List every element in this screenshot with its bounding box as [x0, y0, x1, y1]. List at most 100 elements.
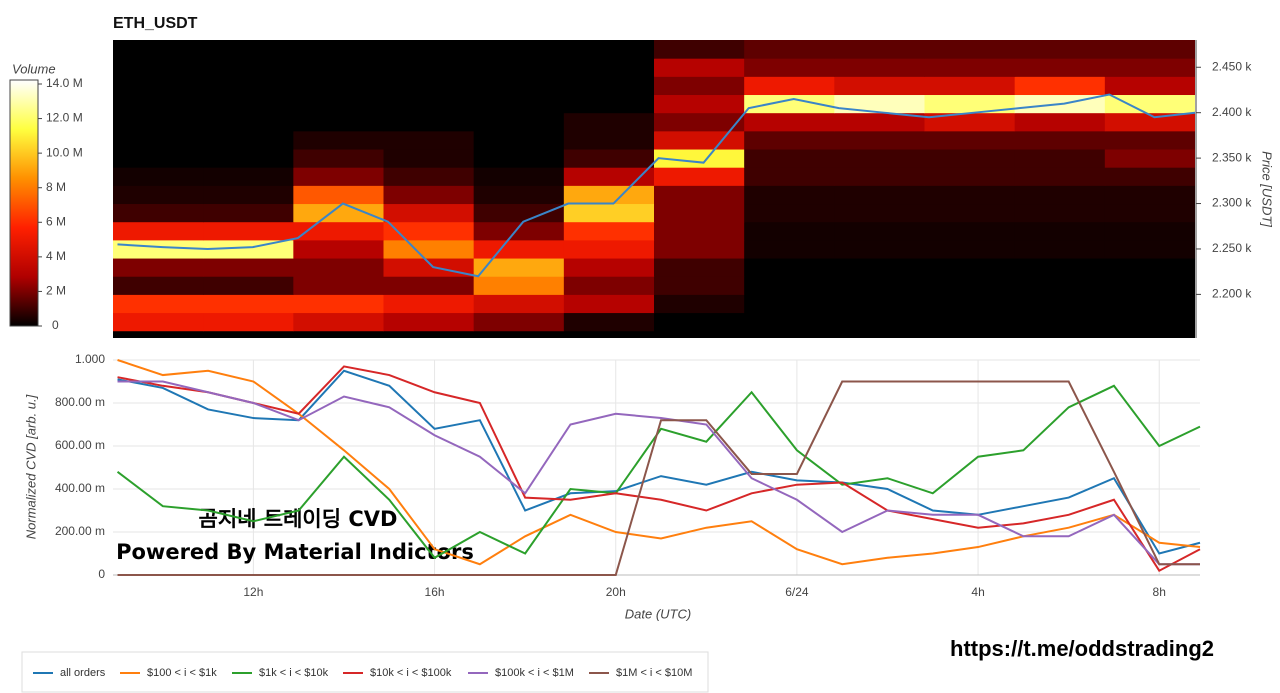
heatmap-cell	[1014, 312, 1106, 332]
heatmap-cell	[203, 276, 294, 295]
heatmap-cell	[473, 276, 565, 295]
heatmap-cell	[383, 312, 475, 332]
x-tick-label: 8h	[1153, 585, 1166, 599]
heatmap-cell	[203, 239, 294, 259]
heatmap-cell	[563, 40, 655, 59]
y-axis-label: Normalized CVD [arb. u.]	[23, 394, 38, 539]
legend-label: $100 < i < $1k	[147, 667, 217, 679]
heatmap-cell	[1104, 58, 1195, 77]
heatmap-cell	[654, 221, 745, 241]
colorbar-tick-label: 14.0 M	[46, 76, 83, 90]
colorbar	[9, 79, 39, 327]
heatmap-cell	[654, 276, 745, 295]
heatmap-cell	[1104, 40, 1195, 59]
heatmap-cell	[654, 149, 745, 168]
heatmap-cell	[924, 40, 1016, 59]
heatmap-cell	[924, 167, 1016, 186]
heatmap-cell	[744, 130, 835, 150]
series-line	[117, 380, 1200, 576]
y-tick-label: 2.400 k	[1212, 105, 1252, 119]
footer-link: https://t.me/oddstrading2	[950, 636, 1214, 661]
heatmap-cell	[1014, 40, 1106, 59]
heatmap-cell	[113, 112, 204, 132]
heatmap-cell	[834, 221, 925, 241]
heatmap-cell	[654, 239, 745, 259]
heatmap-cell	[924, 185, 1016, 205]
heatmap-cell	[1104, 94, 1195, 114]
heatmap-cell	[654, 40, 745, 59]
heatmap-cell	[293, 185, 384, 205]
heatmap-cell	[113, 185, 204, 205]
heatmap-cell	[1104, 130, 1195, 150]
colorbar-tick-label: 2 M	[46, 284, 66, 298]
heatmap-cell	[473, 185, 565, 205]
heatmap-cell	[744, 167, 835, 186]
colorbar-tick-label: 10.0 M	[46, 145, 83, 159]
heatmap-cell	[203, 167, 294, 186]
colorbar-tick-label: 6 M	[46, 214, 66, 228]
y-tick-label: 2.350 k	[1212, 150, 1252, 164]
heatmap-cell	[834, 167, 925, 186]
heatmap-cell	[834, 258, 925, 277]
heatmap-cell	[473, 40, 565, 59]
y-tick-label: 2.250 k	[1212, 241, 1252, 255]
heatmap-cell	[744, 312, 835, 332]
heatmap-cell	[563, 258, 655, 277]
heatmap-cell	[1104, 76, 1195, 96]
chart-title: ETH_USDT	[113, 15, 198, 32]
heatmap-cell	[744, 40, 835, 59]
heatmap-cell	[834, 294, 925, 314]
heatmap-cell	[293, 258, 384, 277]
heatmap-cell	[744, 239, 835, 259]
heatmap-cell	[1014, 221, 1106, 241]
heatmap-cell	[563, 58, 655, 77]
heatmap-cell	[1014, 76, 1106, 96]
heatmap-cell	[1014, 149, 1106, 168]
heatmap-cell	[834, 40, 925, 59]
series-line	[117, 365, 1201, 573]
heatmap-cell	[563, 221, 655, 241]
heatmap-cell	[834, 76, 925, 96]
heatmap-cell	[654, 167, 745, 186]
heatmap-cell	[744, 258, 835, 277]
colorbar-tick-label: 8 M	[46, 180, 66, 194]
heatmap-cell	[654, 258, 745, 277]
y-axis-label: Price [USDT]	[1260, 151, 1275, 227]
heatmap-cell	[744, 76, 835, 96]
x-tick-label: 6/24	[785, 585, 809, 599]
colorbar-tick-label: 12.0 M	[46, 111, 83, 125]
heatmap-cell	[834, 130, 925, 150]
heatmap-cell	[834, 239, 925, 259]
price-line	[117, 93, 1195, 278]
heatmap-cell	[654, 130, 745, 150]
x-tick-label: 20h	[606, 585, 626, 599]
heatmap-cell	[834, 94, 925, 114]
x-tick-label: 4h	[971, 585, 984, 599]
heatmap-cell	[1104, 167, 1195, 186]
heatmap-cell	[203, 203, 294, 223]
heatmap-cell	[473, 112, 565, 132]
heatmap-cell	[293, 294, 384, 314]
heatmap-cell	[473, 294, 565, 314]
heatmap-cell	[293, 94, 384, 114]
heatmap-cell	[203, 94, 294, 114]
heatmap-cell	[203, 149, 294, 168]
heatmap-cell	[563, 130, 655, 150]
heatmap-cell	[744, 58, 835, 77]
heatmap-cell	[473, 312, 565, 332]
heatmap-cell	[924, 258, 1016, 277]
heatmap-cell	[1014, 239, 1106, 259]
heatmap-cell	[834, 185, 925, 205]
heatmap-cell	[563, 149, 655, 168]
heatmap-cell	[654, 203, 745, 223]
heatmap-cell	[1104, 312, 1195, 332]
colorbar-label: Volume	[12, 61, 56, 76]
heatmap-cell	[113, 149, 204, 168]
heatmap-cell	[293, 239, 384, 259]
heatmap-cell	[1014, 276, 1106, 295]
heatmap-cell	[1104, 239, 1195, 259]
heatmap-cell	[563, 276, 655, 295]
y-tick-label: 200.00 m	[55, 524, 105, 538]
heatmap-cell	[113, 221, 204, 241]
heatmap-cell	[293, 276, 384, 295]
